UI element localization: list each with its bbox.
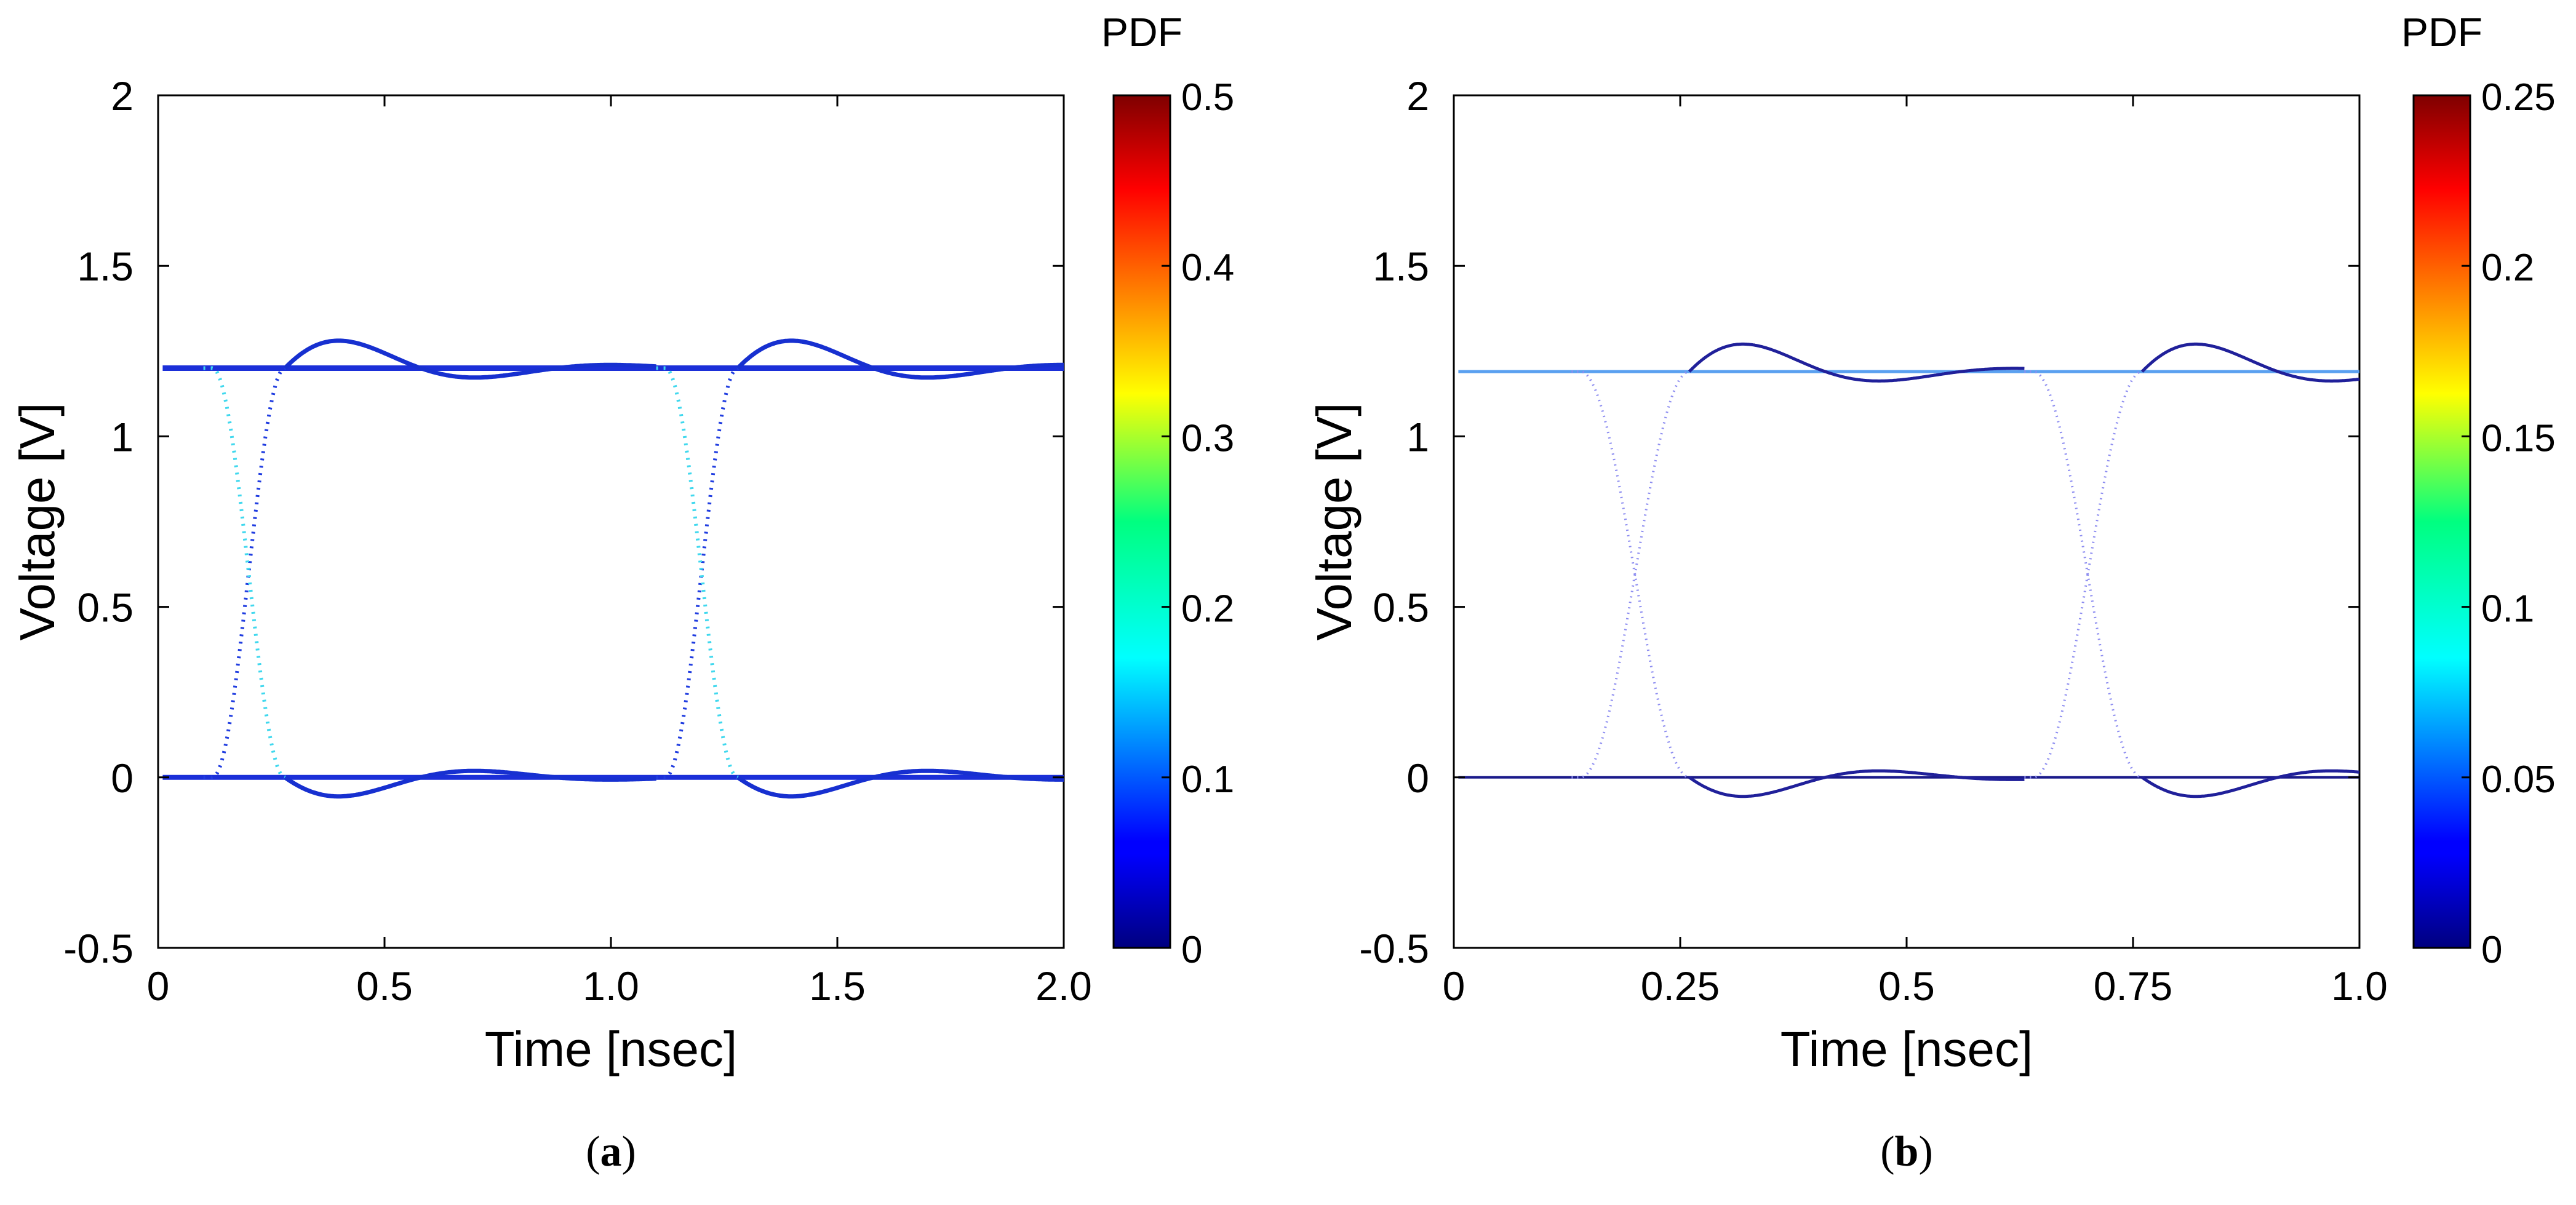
- x-tick-label: 0.5: [1878, 963, 1935, 1009]
- x-tick-label: 0: [147, 963, 170, 1009]
- colorbar-ticks-a: 0 0.1 0.2 0.3 0.4 0.5: [1162, 76, 1234, 971]
- y-axis-label-b: Voltage [V]: [1307, 403, 1362, 641]
- plot-area-b: [1453, 94, 2361, 949]
- x-axis-label-a: Time [nsec]: [485, 1022, 737, 1076]
- y-axis-label-a: Voltage [V]: [10, 403, 65, 641]
- panel-letter-b: b: [1895, 1128, 1919, 1175]
- traces-b: [1458, 342, 2360, 798]
- panel-a: -0.500.511.52 0 0.5 1.0 1.5 2.0 Time [nsec] …: [10, 9, 1234, 1175]
- undershoot-ringing: [1688, 769, 2025, 798]
- undershoot-ringing: [2141, 769, 2360, 798]
- colorbar-tick-label: 0.2: [1181, 588, 1234, 630]
- undershoot-ringing: [736, 768, 1064, 799]
- colorbar-tick-label: 0.05: [2481, 758, 2556, 801]
- y-tick-label: -0.5: [1359, 926, 1429, 971]
- colorbar-tick-label: 0.15: [2481, 417, 2556, 459]
- colorbar-tick-label: 0.5: [1181, 76, 1234, 119]
- panel-label-a: (a): [586, 1128, 636, 1175]
- overshoot-ringing: [2140, 342, 2360, 383]
- y-tick-label: 2: [1406, 73, 1429, 119]
- colorbar-tick-label: 0.3: [1181, 417, 1234, 459]
- colorbar-tick-label: 0.2: [2481, 247, 2534, 289]
- x-tick-label: 1.0: [2331, 963, 2388, 1009]
- y-ticks-a: -0.5 0 0.5 1 1.5 2: [63, 73, 1064, 971]
- colorbar-tick-label: 0.25: [2481, 76, 2556, 119]
- panel-letter-a: a: [600, 1128, 622, 1175]
- x-ticks-b: 0 0.25 0.5 0.75 1.0: [1443, 95, 2388, 1009]
- colorbar-title-b: PDF: [2401, 9, 2482, 55]
- y-tick-label: 1.5: [1373, 244, 1429, 289]
- rising-edge-trace: [2024, 343, 2360, 779]
- y-tick-label: 1.5: [77, 244, 134, 289]
- y-tick-label: 2: [111, 73, 134, 119]
- colorbar-a: [1112, 94, 1171, 949]
- colorbar-title-a: PDF: [1101, 9, 1182, 55]
- x-tick-label: 1.5: [809, 963, 866, 1009]
- x-tick-label: 1.0: [583, 963, 639, 1009]
- overshoot-ringing: [1688, 342, 2025, 383]
- plot-area-a: [157, 94, 1065, 949]
- overshoot-ringing: [283, 338, 656, 380]
- overshoot-ringing: [736, 338, 1064, 380]
- colorbar-tick-label: 0: [2481, 929, 2502, 971]
- colorbar-tick-label: 0: [1181, 929, 1202, 971]
- x-tick-label: 0: [1443, 963, 1465, 1009]
- colorbar-tick-label: 0.4: [1181, 247, 1234, 289]
- undershoot-ringing: [284, 768, 656, 799]
- colorbar-b: [2412, 94, 2471, 949]
- y-tick-label: 0: [1406, 755, 1429, 801]
- x-tick-label: 2.0: [1035, 963, 1092, 1009]
- colorbar-tick-label: 0.1: [1181, 758, 1234, 801]
- x-axis-label-b: Time [nsec]: [1780, 1022, 2033, 1076]
- x-tick-label: 0.25: [1641, 963, 1720, 1009]
- y-tick-label: 1: [111, 414, 134, 459]
- colorbar-tick-label: 0.1: [2481, 588, 2534, 630]
- x-tick-label: 0.75: [2094, 963, 2172, 1009]
- x-tick-label: 0.5: [356, 963, 413, 1009]
- y-tick-label: -0.5: [63, 926, 134, 971]
- traces-a: [162, 338, 1064, 799]
- panel-b: -0.5 0 0.5 1 1.5 2 0 0.25 0.5 0.75 1.0 Time [nsec…: [1307, 9, 2556, 1175]
- colorbar-ticks-b: 0 0.05 0.1 0.15 0.2 0.25: [2462, 76, 2556, 971]
- y-ticks-b: -0.5 0 0.5 1 1.5 2: [1359, 73, 2359, 971]
- panel-label-b: (b): [1880, 1128, 1933, 1175]
- y-tick-label: 0.5: [77, 585, 134, 630]
- x-ticks-a: 0 0.5 1.0 1.5 2.0: [147, 95, 1092, 1009]
- y-tick-label: 0.5: [1373, 585, 1429, 630]
- y-tick-label: 1: [1406, 414, 1429, 459]
- falling-edge-trace: [2024, 370, 2360, 798]
- y-tick-label: 0: [111, 755, 134, 801]
